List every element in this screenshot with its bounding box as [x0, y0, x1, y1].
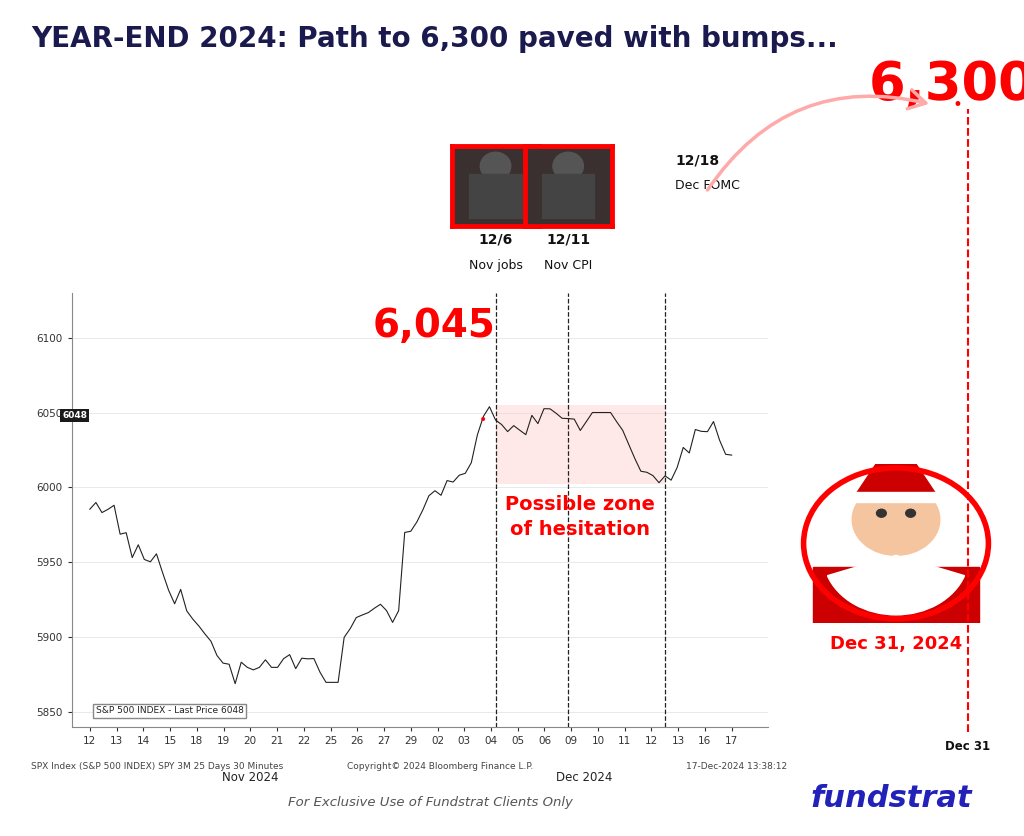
- Circle shape: [852, 484, 940, 555]
- Bar: [813, 567, 979, 623]
- Wedge shape: [827, 555, 965, 615]
- Bar: [849, 492, 943, 502]
- Text: Dec FOMC: Dec FOMC: [675, 179, 740, 192]
- Bar: [496, 405, 665, 485]
- Bar: [542, 174, 594, 218]
- Text: Dec 31: Dec 31: [945, 740, 990, 753]
- Text: fundstrat: fundstrat: [810, 783, 972, 813]
- Circle shape: [877, 509, 887, 517]
- Circle shape: [813, 484, 979, 619]
- Text: •: •: [952, 95, 963, 114]
- Text: 6048: 6048: [62, 411, 87, 420]
- Text: SPX Index (S&P 500 INDEX) SPY 3M 25 Days 30 Minutes: SPX Index (S&P 500 INDEX) SPY 3M 25 Days…: [31, 762, 283, 772]
- Text: Dec 2024: Dec 2024: [556, 771, 612, 784]
- Text: S&P 500 INDEX - Last Price 6048: S&P 500 INDEX - Last Price 6048: [96, 706, 244, 716]
- Text: Copyright© 2024 Bloomberg Finance L.P.: Copyright© 2024 Bloomberg Finance L.P.: [347, 762, 534, 772]
- Text: 17-Dec-2024 13:38:12: 17-Dec-2024 13:38:12: [686, 762, 787, 772]
- Text: Nov 2024: Nov 2024: [222, 771, 279, 784]
- Text: 6,300: 6,300: [869, 59, 1024, 110]
- Text: For Exclusive Use of Fundstrat Clients Only: For Exclusive Use of Fundstrat Clients O…: [288, 796, 572, 809]
- Ellipse shape: [480, 152, 511, 180]
- Circle shape: [905, 509, 915, 517]
- Text: 12/11: 12/11: [546, 232, 590, 247]
- Text: •: •: [479, 413, 487, 427]
- Ellipse shape: [553, 152, 584, 180]
- Polygon shape: [852, 456, 940, 500]
- Text: 12/18: 12/18: [675, 153, 720, 167]
- Text: Nov jobs: Nov jobs: [469, 258, 522, 272]
- Bar: [469, 174, 521, 218]
- Text: YEAR-END 2024: Path to 6,300 paved with bumps...: YEAR-END 2024: Path to 6,300 paved with …: [31, 25, 838, 53]
- Text: Nov CPI: Nov CPI: [544, 258, 592, 272]
- Text: 12/6: 12/6: [478, 232, 513, 247]
- Text: 6,045: 6,045: [373, 307, 496, 344]
- Text: Possible zone
of hesitation: Possible zone of hesitation: [506, 495, 655, 539]
- Text: Dec 31, 2024: Dec 31, 2024: [829, 635, 963, 654]
